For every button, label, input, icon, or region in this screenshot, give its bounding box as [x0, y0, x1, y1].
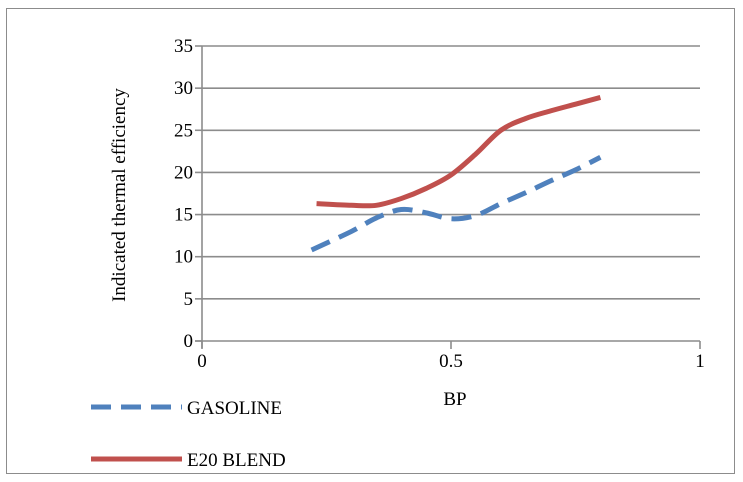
x-tick-label: 0 — [197, 351, 207, 372]
legend-label-e20-blend: E20 BLEND — [187, 450, 286, 471]
y-tick-label: 5 — [184, 289, 194, 310]
x-tick-label: 1 — [695, 351, 705, 372]
y-tick-label: 35 — [174, 36, 193, 57]
legend: GASOLINE E20 BLEND — [91, 398, 286, 471]
y-tick-label: 15 — [174, 205, 193, 226]
axes — [195, 45, 701, 349]
x-axis-title: BP — [443, 389, 466, 410]
legend-label-gasoline: GASOLINE — [187, 398, 282, 419]
y-axis-title: Indicated thermal efficiency — [109, 88, 130, 302]
gridlines — [202, 45, 700, 300]
series-line-gasoline — [310, 155, 602, 253]
y-tick-label: 30 — [174, 78, 193, 99]
series-line-e20-blend — [316, 95, 602, 209]
y-tick-label: 25 — [174, 120, 193, 141]
y-tick-label: 10 — [174, 247, 193, 268]
series-lines — [310, 95, 602, 253]
y-tick-label: 20 — [174, 162, 193, 183]
tick-labels: 0 5 10 15 20 25 30 35 0 0.5 1 — [174, 36, 705, 372]
x-tick-label: 0.5 — [439, 351, 463, 372]
line-chart: 0 5 10 15 20 25 30 35 0 0.5 1 BP Indicated thermal… — [91, 36, 705, 471]
y-tick-label: 0 — [184, 331, 194, 352]
chart-frame: 0 5 10 15 20 25 30 35 0 0.5 1 BP Indicated thermal… — [6, 8, 735, 474]
